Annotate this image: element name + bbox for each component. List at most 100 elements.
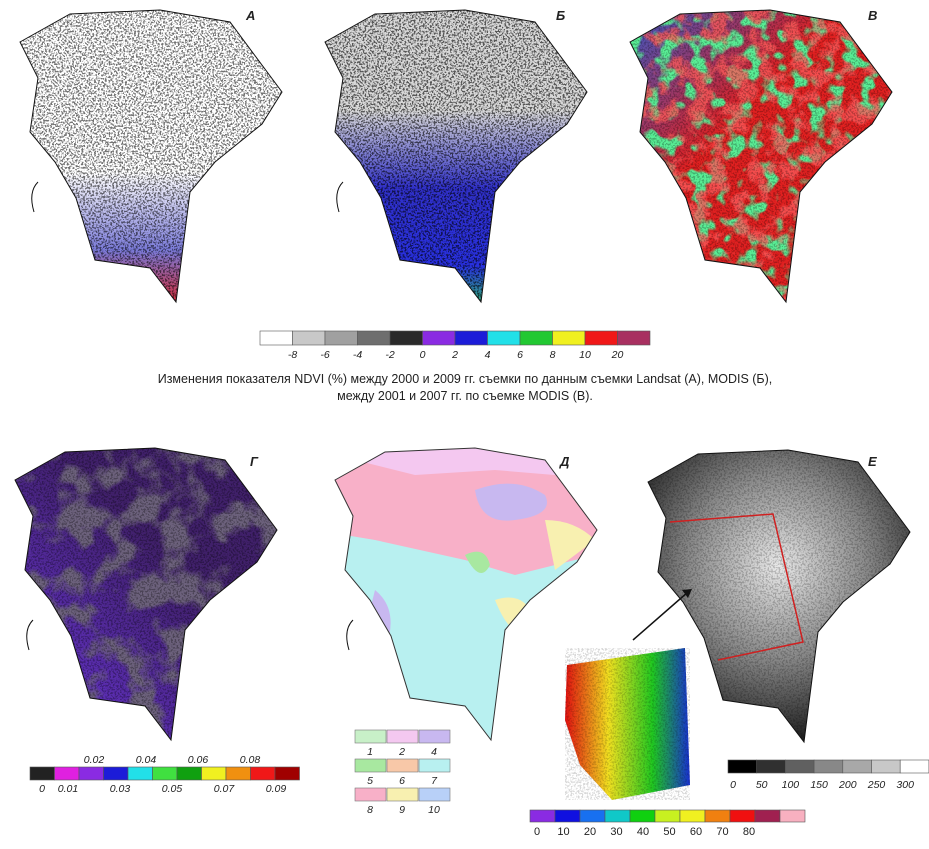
legend-label: 0.04 [136,754,157,766]
legend-swatch [104,767,129,780]
inset-map [565,648,690,800]
legend-label: -6 [320,349,329,361]
legend-swatch [355,730,386,743]
legend-label: 0.08 [240,754,261,766]
legend-swatch [390,331,423,345]
legend-label: -4 [353,349,362,361]
legend-label: 4 [485,349,491,361]
panel-label: Б [556,8,565,23]
legend-swatch [423,331,456,345]
legend-label: 2 [451,349,458,361]
legend-swatch [355,788,386,801]
legend-swatch [419,730,450,743]
legend-label: 150 [810,779,828,791]
map-v [610,2,910,312]
legend-swatch [555,810,580,822]
legend-label: 0.01 [58,783,78,795]
legend-label: -2 [385,349,394,361]
legend-swatch [757,760,786,773]
legend-swatch [419,759,450,772]
legend-label: 70 [716,826,728,838]
legend-swatch [814,760,843,773]
legend-swatch [680,810,705,822]
legend-swatch [705,810,730,822]
legend-swatch [580,810,605,822]
legend-label: 50 [663,826,675,838]
legend-swatch [455,331,488,345]
legend-swatch [226,767,251,780]
legend-label: 60 [690,826,702,838]
legend-label: 1 [367,746,373,758]
legend-swatch [728,760,757,773]
legend-label: 6 [399,775,405,787]
legend-label: 20 [584,826,596,838]
legend-label: 0 [420,349,426,361]
legend-label: 300 [896,779,914,791]
legend-swatch [387,759,418,772]
legend-swatch [202,767,227,780]
legend-label: -8 [288,349,297,361]
legend-label: 0.09 [266,783,287,795]
legend-swatch [872,760,901,773]
legend-swatch [293,331,326,345]
legend-swatch [275,767,300,780]
legend-label: 0.06 [188,754,209,766]
legend-swatch [177,767,202,780]
legend-swatch [419,788,450,801]
legend-label: 10 [557,826,569,838]
panel-label: Д [559,454,570,469]
legend-swatch [79,767,104,780]
legend-swatch [128,767,153,780]
legend-label: 8 [367,804,373,816]
legend-swatch [655,810,680,822]
legend-swatch [55,767,80,780]
legend-label: 0 [534,826,540,838]
figure: А Б В Г Д Е Изменения показателя NDVI (%… [0,0,929,844]
caption: между 2001 и 2007 гг. по съемке MODIS (В… [337,389,593,403]
legend-swatch [618,331,651,345]
legend-swatch [325,331,358,345]
legend-label: 4 [431,746,437,758]
arrow [633,592,688,640]
legend-label: 9 [399,804,405,816]
legend-swatch [900,760,929,773]
legend-swatch [251,767,276,780]
legend-swatch [843,760,872,773]
legend-swatch [585,331,618,345]
legend-swatch [355,759,386,772]
map-g [0,440,295,750]
legend-swatch [630,810,655,822]
legend-label: 250 [867,779,886,791]
legend-label: 100 [782,779,800,791]
legend-swatch [153,767,178,780]
legend-swatch [260,331,293,345]
legend-label: 10 [579,349,591,361]
legend-label: 2 [398,746,405,758]
legend-label: 40 [637,826,649,838]
map-b [305,2,605,312]
legend-label: 50 [756,779,768,791]
legend-swatch [387,730,418,743]
legend-swatch [785,760,814,773]
legend-label: 0.07 [214,783,236,795]
panel-label: Г [250,454,259,469]
legend-label: 30 [610,826,622,838]
panel-label: Е [868,454,877,469]
legend-label: 0.03 [110,783,131,795]
legend-label: 20 [611,349,624,361]
legend-label: 10 [428,804,440,816]
legend-label: 0.02 [84,754,105,766]
legend-label: 6 [517,349,523,361]
legend-swatch [520,331,553,345]
map-a [0,2,300,312]
panel-label: А [245,8,255,23]
legend-swatch [488,331,521,345]
legend-swatch [730,810,755,822]
legend-swatch [530,810,555,822]
legend-swatch [780,810,805,822]
legend-swatch [755,810,780,822]
legend-swatch [30,767,55,780]
legend-label: 8 [550,349,556,361]
legend-swatch [553,331,586,345]
legend-swatch [358,331,391,345]
